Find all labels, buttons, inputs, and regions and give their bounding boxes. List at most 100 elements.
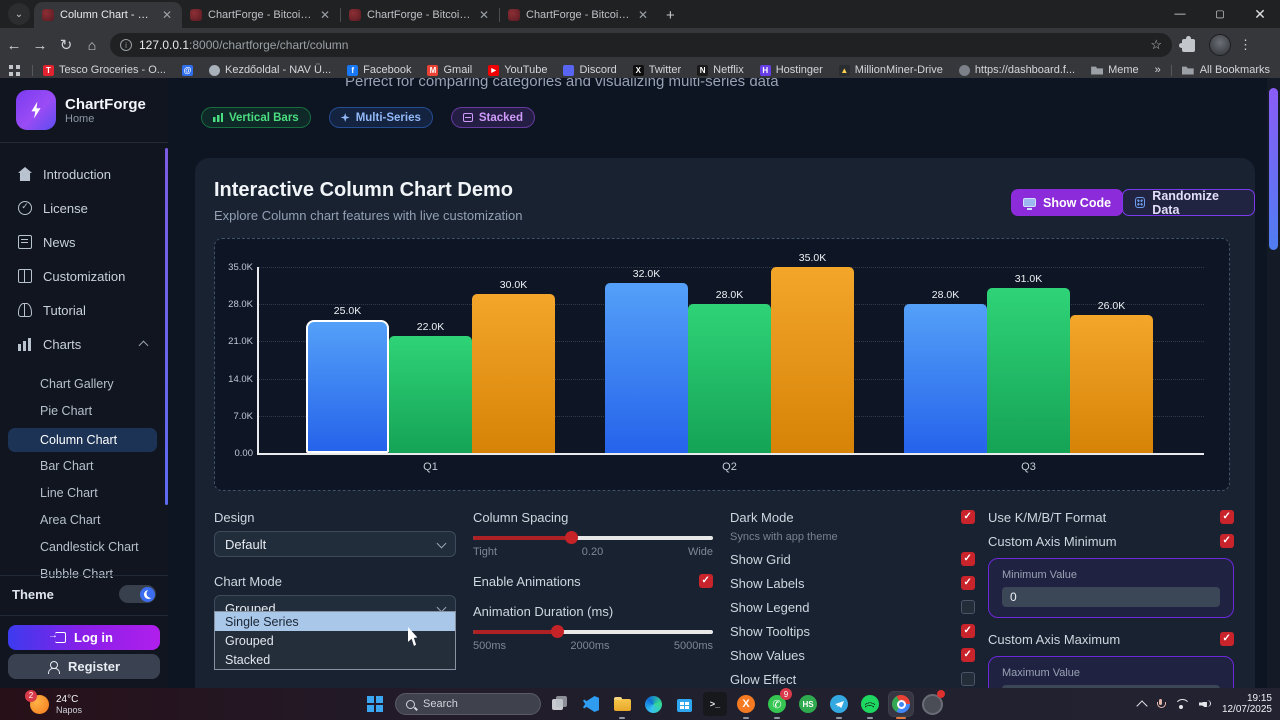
browser-tab[interactable]: ChartForge - Bitcoin Price Chart✕ bbox=[341, 2, 499, 28]
tray-chevron-up-icon[interactable] bbox=[1136, 700, 1147, 711]
taskbar-app-file-explorer[interactable] bbox=[610, 692, 634, 716]
taskbar-app-chrome[interactable] bbox=[889, 692, 913, 716]
show-grid-checkbox[interactable] bbox=[961, 552, 975, 566]
tab-close-icon[interactable]: ✕ bbox=[318, 8, 332, 22]
column-bar[interactable] bbox=[605, 283, 688, 453]
enable-animations-checkbox[interactable] bbox=[699, 574, 713, 588]
show-code-button[interactable]: Show Code bbox=[1011, 189, 1123, 216]
bookmark-item[interactable]: fFacebook bbox=[341, 64, 417, 76]
close-icon[interactable]: ✕ bbox=[1240, 0, 1280, 28]
taskbar-clock[interactable]: 19:15 12/07/2025 bbox=[1222, 693, 1272, 716]
page-scrollbar[interactable] bbox=[1267, 78, 1280, 688]
sidebar-subitem-bubble-chart[interactable]: Bubble Chart bbox=[8, 564, 157, 584]
taskbar-app-edge[interactable] bbox=[641, 692, 665, 716]
tab-close-icon[interactable]: ✕ bbox=[160, 8, 174, 22]
new-tab-button[interactable]: + bbox=[666, 7, 675, 24]
axis-max-checkbox[interactable] bbox=[1220, 632, 1234, 646]
taskbar-app-whatsapp[interactable]: 9 bbox=[765, 692, 789, 716]
taskbar-search[interactable]: Search bbox=[395, 693, 541, 715]
bookmark-item[interactable]: Discord bbox=[557, 64, 622, 76]
column-bar[interactable] bbox=[688, 304, 771, 453]
show-labels-checkbox[interactable] bbox=[961, 576, 975, 590]
brand[interactable]: ChartForge Home bbox=[16, 90, 146, 130]
all-bookmarks-button[interactable]: All Bookmarks bbox=[1200, 64, 1270, 76]
sidebar-subitem-line-chart[interactable]: Line Chart bbox=[8, 483, 157, 503]
bookmark-item[interactable]: NNetflix bbox=[691, 64, 750, 76]
dark-mode-checkbox[interactable] bbox=[961, 510, 975, 524]
extensions-icon[interactable] bbox=[1182, 39, 1195, 52]
randomize-data-button[interactable]: Randomize Data bbox=[1122, 189, 1255, 216]
bookmark-item[interactable]: Meme bbox=[1085, 64, 1145, 76]
column-bar[interactable] bbox=[987, 288, 1070, 453]
bookmark-item[interactable]: MGmail bbox=[421, 64, 478, 76]
taskbar-app-gamebar[interactable] bbox=[920, 692, 944, 716]
scrollbar-thumb[interactable] bbox=[1269, 88, 1278, 250]
taskbar-app-telegram[interactable] bbox=[827, 692, 851, 716]
back-icon[interactable]: ← bbox=[2, 37, 26, 54]
minimize-icon[interactable]: — bbox=[1160, 0, 1200, 28]
forward-icon[interactable]: → bbox=[28, 37, 52, 54]
design-select[interactable]: Default bbox=[214, 531, 456, 557]
column-bar[interactable] bbox=[1070, 315, 1153, 453]
show-legend-checkbox[interactable] bbox=[961, 600, 975, 614]
bookmark-item[interactable]: https://dashboard.f... bbox=[953, 64, 1081, 76]
sidebar-subitem-column-chart[interactable]: Column Chart bbox=[8, 428, 157, 452]
address-bar[interactable]: i 127.0.0.1:8000/chartforge/chart/column… bbox=[110, 33, 1172, 57]
chart-mode-option[interactable]: Single Series bbox=[215, 612, 455, 631]
home-icon[interactable]: ⌂ bbox=[80, 37, 104, 53]
browser-tab[interactable]: ChartForge - Bitcoin Price Chart✕ bbox=[182, 2, 340, 28]
profile-avatar[interactable] bbox=[1209, 34, 1231, 56]
sidebar-subitem-pie-chart[interactable]: Pie Chart bbox=[8, 401, 157, 421]
column-chart[interactable]: 35.0K28.0K21.0K14.0K7.0K0.0025.0K22.0K30… bbox=[214, 238, 1230, 491]
site-info-icon[interactable]: i bbox=[120, 39, 132, 51]
taskbar-app-vscode[interactable] bbox=[579, 692, 603, 716]
bookmark-item[interactable]: Kezdőoldal - NAV Ü... bbox=[203, 64, 337, 76]
microphone-icon[interactable] bbox=[1157, 699, 1164, 709]
tab-search-button[interactable]: ⌄ bbox=[8, 3, 30, 25]
taskbar-app-ms-store[interactable] bbox=[672, 692, 696, 716]
bookmarks-overflow-icon[interactable]: » bbox=[1155, 64, 1161, 76]
slider-thumb[interactable] bbox=[565, 531, 578, 544]
sidebar-item-license[interactable]: License bbox=[8, 198, 157, 218]
browser-tab[interactable]: ChartForge - Bitcoin Price Chart✕ bbox=[500, 2, 658, 28]
bookmark-item[interactable]: ▶YouTube bbox=[482, 64, 553, 76]
login-button[interactable]: Log in bbox=[8, 625, 160, 650]
bookmark-item[interactable]: XTwitter bbox=[627, 64, 687, 76]
column-spacing-slider[interactable] bbox=[473, 531, 713, 544]
slider-thumb[interactable] bbox=[551, 625, 564, 638]
taskbar-app-terminal[interactable] bbox=[703, 692, 727, 716]
sidebar-item-charts[interactable]: Charts bbox=[8, 334, 157, 354]
show-values-checkbox[interactable] bbox=[961, 648, 975, 662]
bookmark-item[interactable]: TTesco Groceries - O... bbox=[37, 64, 172, 76]
minimum-value-input[interactable] bbox=[1002, 587, 1220, 607]
taskbar-app-xampp[interactable] bbox=[734, 692, 758, 716]
register-button[interactable]: Register bbox=[8, 654, 160, 679]
tab-close-icon[interactable]: ✕ bbox=[477, 8, 491, 22]
sidebar-subitem-candlestick-chart[interactable]: Candlestick Chart bbox=[8, 537, 157, 557]
bookmark-item[interactable]: @ bbox=[176, 65, 199, 76]
sidebar-item-news[interactable]: News bbox=[8, 232, 157, 252]
start-button-icon[interactable] bbox=[367, 696, 383, 712]
bookmark-item[interactable]: HHostinger bbox=[754, 64, 829, 76]
wifi-icon[interactable] bbox=[1175, 699, 1188, 709]
sidebar-item-customization[interactable]: Customization bbox=[8, 266, 157, 286]
sidebar-subitem-area-chart[interactable]: Area Chart bbox=[8, 510, 157, 530]
column-bar[interactable] bbox=[472, 294, 555, 453]
bookmark-item[interactable]: ▲MillionMiner-Drive bbox=[833, 64, 949, 76]
taskbar-app-hs[interactable] bbox=[796, 692, 820, 716]
refresh-icon[interactable]: ↻ bbox=[54, 36, 78, 54]
theme-toggle[interactable] bbox=[119, 585, 156, 603]
taskbar-app-task-view[interactable] bbox=[548, 692, 572, 716]
glow-effect-checkbox[interactable] bbox=[961, 672, 975, 686]
column-bar[interactable] bbox=[771, 267, 854, 453]
volume-icon[interactable] bbox=[1199, 699, 1211, 709]
sidebar-item-tutorial[interactable]: Tutorial bbox=[8, 300, 157, 320]
column-bar[interactable] bbox=[306, 320, 389, 453]
bookmark-star-icon[interactable]: ☆ bbox=[1150, 37, 1162, 53]
show-tooltips-checkbox[interactable] bbox=[961, 624, 975, 638]
browser-menu-icon[interactable]: ⋮ bbox=[1239, 37, 1252, 53]
maximize-icon[interactable]: ▢ bbox=[1200, 0, 1240, 28]
column-bar[interactable] bbox=[389, 336, 472, 453]
chart-mode-option[interactable]: Stacked bbox=[215, 650, 455, 669]
taskbar-app-spotify[interactable] bbox=[858, 692, 882, 716]
